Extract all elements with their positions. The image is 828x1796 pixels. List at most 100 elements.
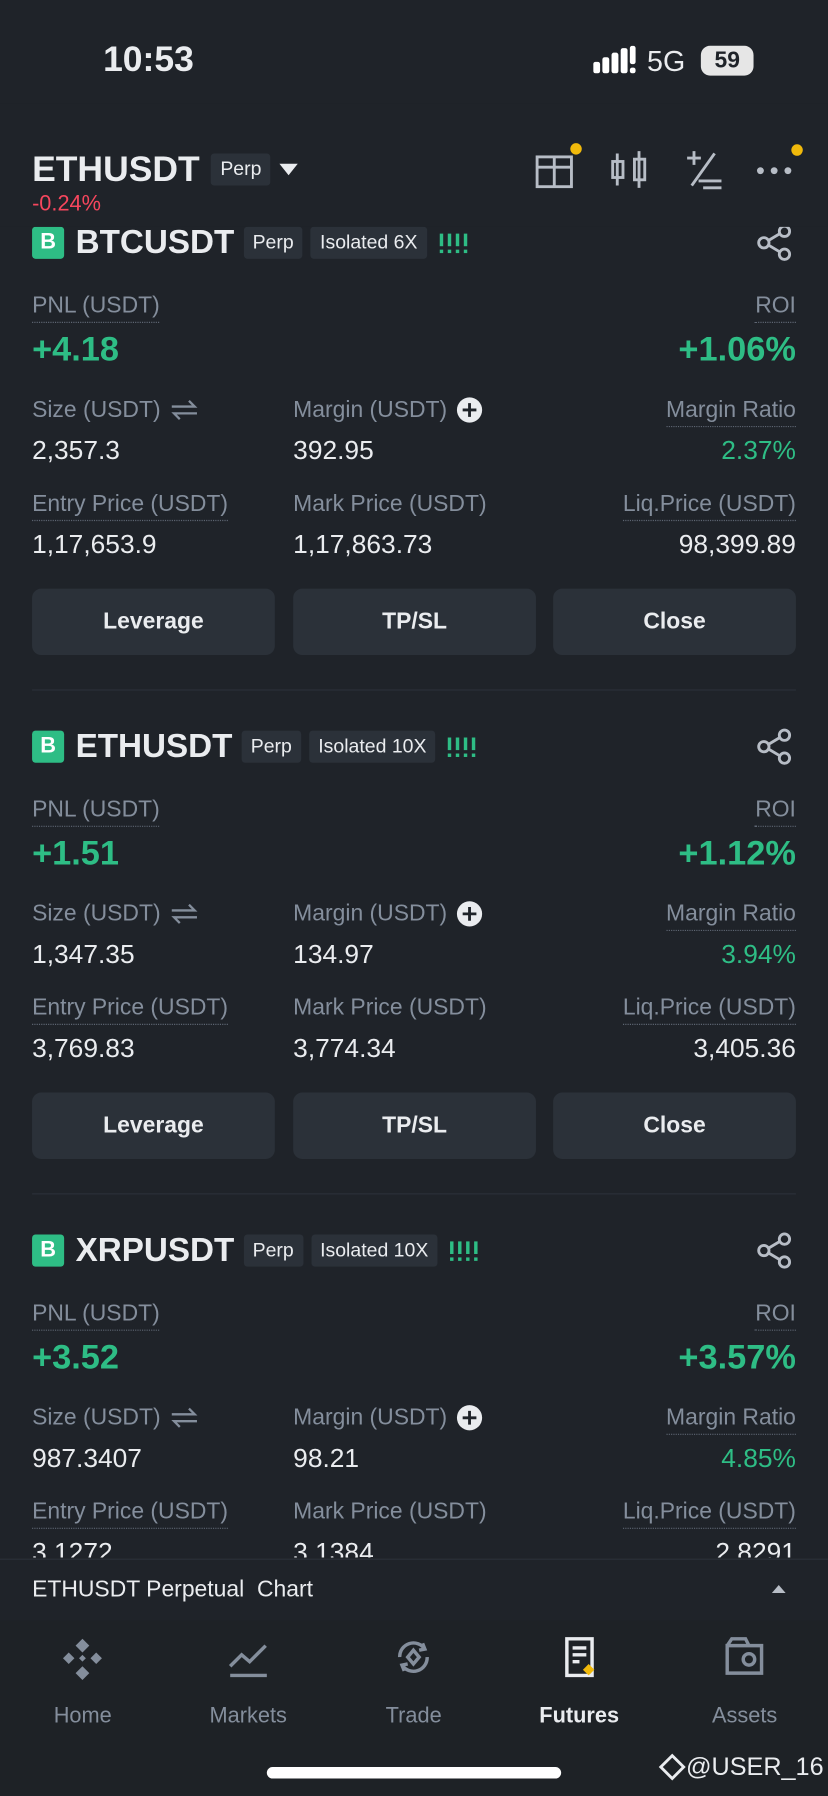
pnl: +1.51 <box>32 835 119 874</box>
nav-item[interactable]: Home <box>0 1634 165 1749</box>
size: 987.3407 <box>32 1442 142 1474</box>
header-change: -0.24% <box>32 192 102 217</box>
divider <box>32 689 796 691</box>
mode-tag: Isolated 10X <box>309 730 436 763</box>
margin-label-text: Margin (USDT) <box>293 901 448 927</box>
action-button[interactable]: Close <box>553 1092 796 1159</box>
positions-list: B BTCUSDT Perp Isolated 6X PNL (USDT) +4.18 RO… <box>0 226 828 1558</box>
size-label-text: Size (USDT) <box>32 397 161 423</box>
home-indicator <box>266 1767 562 1779</box>
nav-label: Trade <box>385 1704 442 1729</box>
symbol: XRPUSDT <box>75 1231 235 1269</box>
position-card: B ETHUSDT Perp Isolated 10X PNL (USDT) +1.51 R… <box>0 724 828 1205</box>
ratio: 2.37% <box>721 434 796 466</box>
position-title: B XRPUSDT Perp Isolated 10X <box>32 1231 479 1270</box>
header-icons[interactable] <box>527 137 828 194</box>
entry-label-text: Entry Price (USDT) <box>32 1498 229 1529</box>
entry-label-text: Entry Price (USDT) <box>32 490 229 522</box>
nav-item[interactable]: Futures <box>496 1634 661 1749</box>
share-icon[interactable] <box>756 1232 795 1274</box>
entry-text: 1,17,653.9 <box>32 529 157 559</box>
nav-icon <box>725 1637 764 1675</box>
liq-label-text: Liq.Price (USDT) <box>622 490 796 522</box>
nav-item[interactable]: Trade <box>331 1634 496 1749</box>
entry-text: 3,769.83 <box>32 1032 135 1063</box>
watermark-text: @USER_16 <box>685 1752 824 1781</box>
size-label-text: Size (USDT) <box>32 1405 161 1431</box>
size-text: 2,357.3 <box>32 435 120 465</box>
strength-icon <box>449 1239 479 1262</box>
position-card: B XRPUSDT Perp Isolated 10X PNL (USDT) +3.52 R… <box>0 1228 828 1558</box>
mark-label: Mark Price (USDT) <box>293 1498 486 1525</box>
margin-label-text: Margin (USDT) <box>293 1405 448 1431</box>
dropdown-icon[interactable] <box>271 158 305 181</box>
liq-label: Liq.Price (USDT) <box>622 490 796 522</box>
ratio-label-text: Margin Ratio <box>666 1404 796 1435</box>
mark-label: Mark Price (USDT) <box>293 490 486 517</box>
chart-bar[interactable]: ETHUSDT Perpetual Chart <box>0 1558 828 1621</box>
collapse-icon[interactable] <box>767 1580 790 1596</box>
nav-icon <box>398 1641 430 1673</box>
watermark-icon <box>658 1753 686 1781</box>
mark: 3.1384 <box>293 1536 374 1558</box>
action-button[interactable]: Leverage <box>32 1092 275 1159</box>
bottom-nav: Home Markets Trade Futures Assets <box>0 1620 828 1796</box>
pnl-label-text: PNL (USDT) <box>32 292 160 323</box>
margin-text: 134.97 <box>293 939 374 969</box>
margin: 134.97 <box>293 938 374 970</box>
perp-tag: Perp <box>243 226 303 259</box>
position-title: B BTCUSDT Perp Isolated 6X <box>32 226 468 263</box>
entry: 3,769.83 <box>32 1032 135 1064</box>
liq-label-text: Liq.Price (USDT) <box>622 1498 796 1529</box>
size-label: Size (USDT) <box>32 1404 199 1431</box>
share-icon[interactable] <box>756 728 795 770</box>
pnl: +3.52 <box>32 1339 119 1378</box>
header: ETHUSDT Perp -0.24% <box>0 103 828 227</box>
pnl-text: +3.52 <box>32 1338 120 1377</box>
side-badge: B <box>32 226 65 259</box>
perp-tag: Perp <box>241 730 302 763</box>
liq-text: 98,399.89 <box>678 529 796 559</box>
action-button[interactable]: Leverage <box>32 588 275 656</box>
roi: +3.57% <box>678 1339 795 1378</box>
roi-label-text: ROI <box>755 796 796 827</box>
nav-label: Assets <box>712 1704 778 1729</box>
signal-icon <box>593 45 636 74</box>
ratio-label: Margin Ratio <box>666 396 796 428</box>
mark-label: Mark Price (USDT) <box>293 994 486 1021</box>
watermark: @USER_16 <box>658 1752 824 1782</box>
status-time: 10:53 <box>103 38 194 80</box>
pnl-text: +1.51 <box>32 834 120 873</box>
mark-label-text: Mark Price (USDT) <box>293 1499 487 1525</box>
mark: 1,17,863.73 <box>293 528 432 560</box>
margin-label: Margin (USDT) <box>293 900 484 927</box>
liq: 2.8291 <box>715 1536 796 1558</box>
entry-label: Entry Price (USDT) <box>32 1498 229 1529</box>
header-tag: Perp <box>211 153 271 186</box>
mark-label-text: Mark Price (USDT) <box>293 491 487 517</box>
ratio-text: 4.85% <box>721 1442 796 1473</box>
action-button[interactable]: TP/SL <box>293 1092 536 1159</box>
divider <box>32 1193 796 1195</box>
action-button[interactable]: Close <box>553 588 796 656</box>
size: 1,347.35 <box>32 938 135 970</box>
liq: 3,405.36 <box>693 1032 796 1064</box>
ratio-text: 3.94% <box>721 939 796 969</box>
margin-text: 98.21 <box>293 1442 360 1473</box>
roi-text: +1.12% <box>678 834 796 873</box>
position-card: B BTCUSDT Perp Isolated 6X PNL (USDT) +4.18 RO… <box>0 226 828 701</box>
nav-item[interactable]: Assets <box>662 1634 827 1749</box>
margin: 98.21 <box>293 1442 359 1474</box>
nav-label: Home <box>53 1704 112 1729</box>
roi-label-text: ROI <box>755 292 796 323</box>
share-icon[interactable] <box>756 226 795 267</box>
liq-label: Liq.Price (USDT) <box>622 994 796 1025</box>
ratio-label: Margin Ratio <box>666 900 796 932</box>
pnl-text: +4.18 <box>32 330 120 369</box>
nav-item[interactable]: Markets <box>165 1634 330 1749</box>
liq-text: 3,405.36 <box>693 1032 796 1063</box>
roi-label: ROI <box>755 292 796 323</box>
action-button[interactable]: TP/SL <box>293 588 536 656</box>
size-text: 987.3407 <box>32 1442 142 1473</box>
